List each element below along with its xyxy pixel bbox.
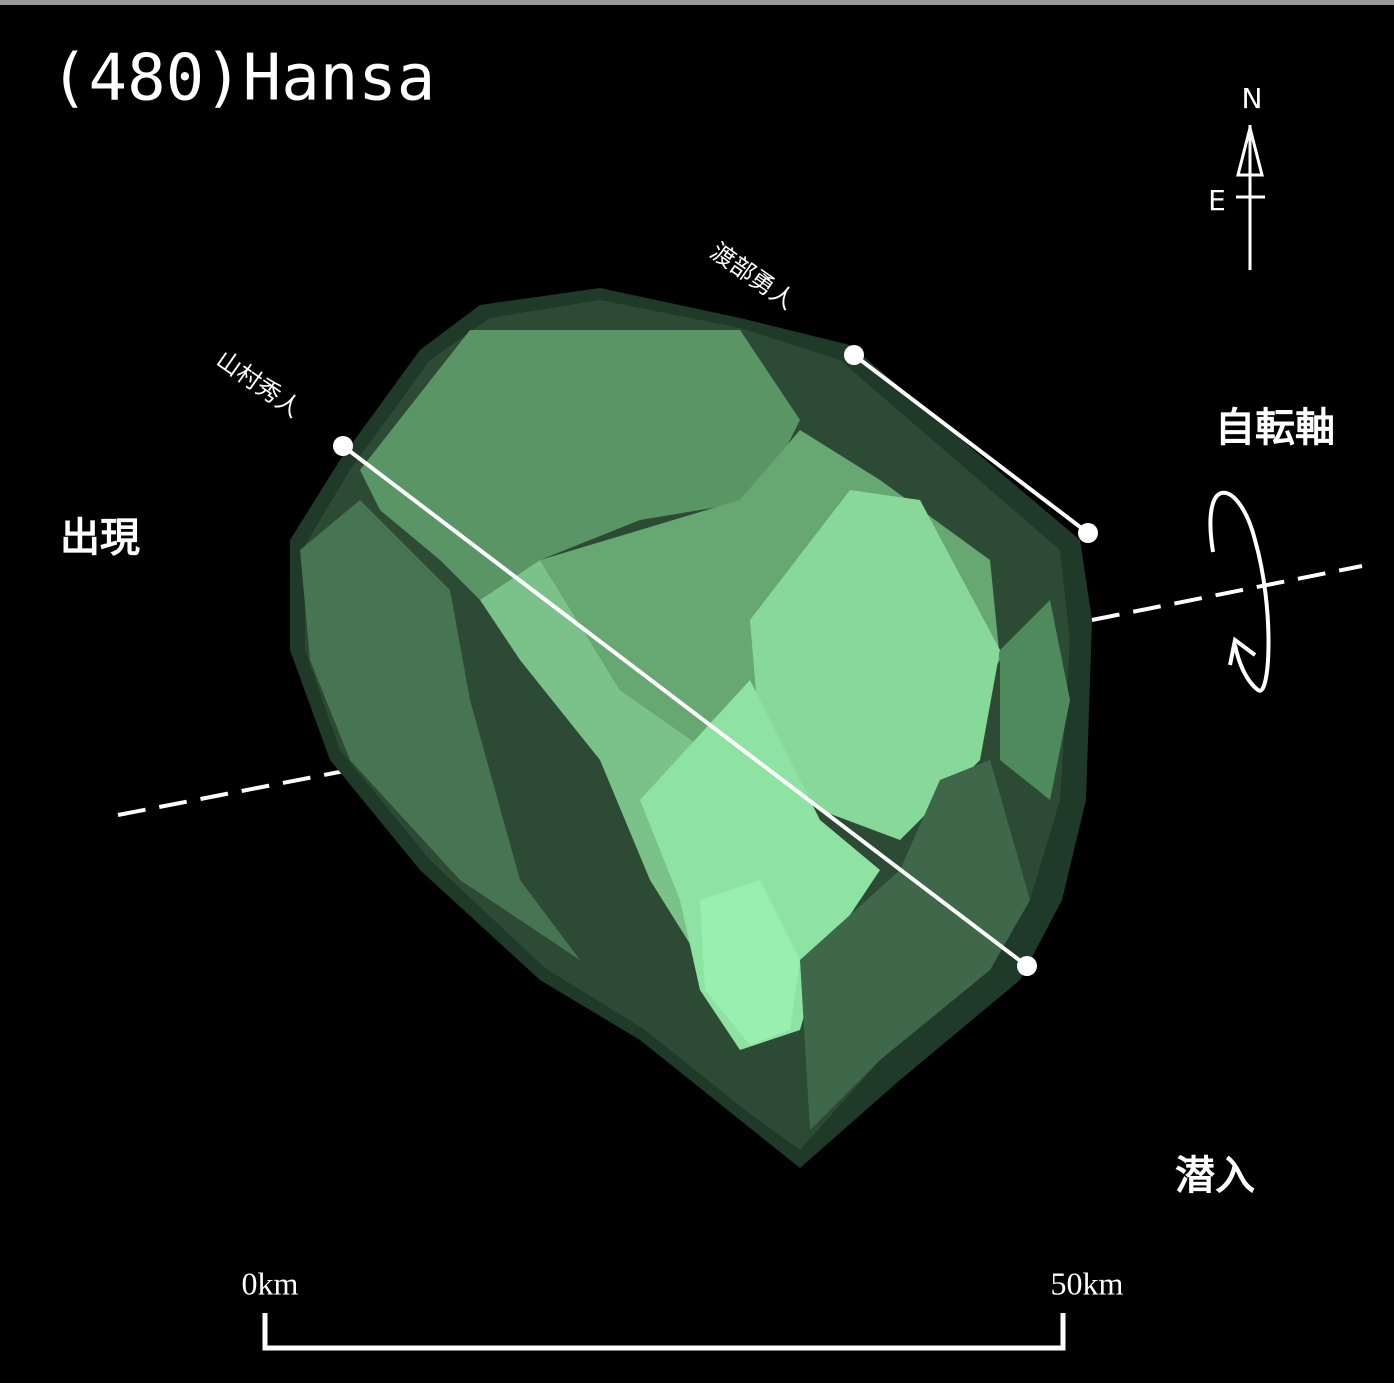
top-border xyxy=(0,0,1394,5)
east-label: E xyxy=(1208,184,1226,217)
reappearance-label: 出現 xyxy=(60,515,140,561)
scale-start-label: 0km xyxy=(242,1265,299,1301)
diagram: (480)Hansa N E 自転軸 出現 潜入 山村秀人 渡部勇人 xyxy=(0,0,1394,1383)
disappearance-label: 潜入 xyxy=(1175,1153,1255,1199)
page: {"title": "(480)Hansa", "compass": {"nor… xyxy=(0,0,1394,1383)
scale-end-label: 50km xyxy=(1051,1265,1124,1301)
title: (480)Hansa xyxy=(50,42,435,116)
north-label: N xyxy=(1242,82,1263,115)
rotation-axis-label: 自転軸 xyxy=(1215,405,1335,451)
